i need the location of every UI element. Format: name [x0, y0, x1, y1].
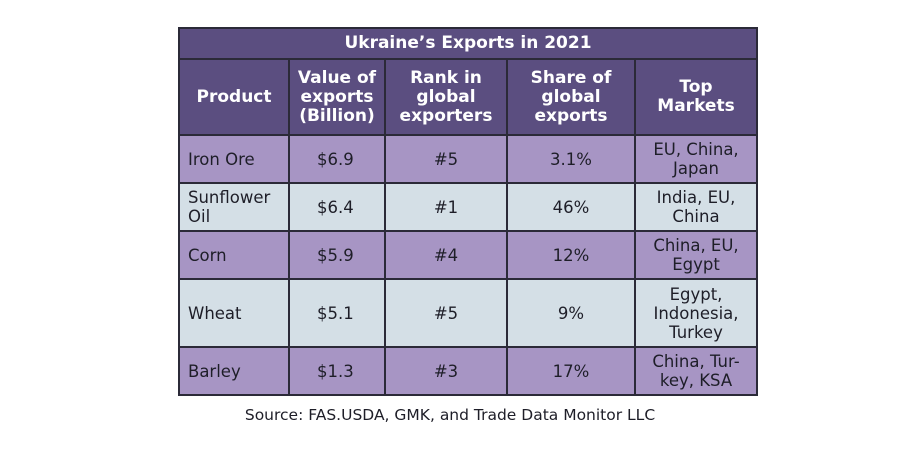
- header-rank-label: Rank in global exporters: [399, 67, 493, 126]
- markets-text: India, EU, China: [656, 188, 736, 226]
- value-cell: $5.9: [288, 230, 386, 280]
- rank-cell: #4: [384, 230, 508, 280]
- table-row: Sunflower Oil $6.4 #1 46% India, EU, Chi…: [178, 182, 758, 232]
- header-product-label: Product: [196, 86, 272, 107]
- table-title: Ukraine’s Exports in 2021: [178, 27, 758, 60]
- markets-text: EU, China, Japan: [653, 140, 739, 178]
- header-share: Share of global exports: [506, 58, 636, 136]
- value-cell: $5.1: [288, 278, 386, 348]
- value-cell: $6.4: [288, 182, 386, 232]
- product-cell: Wheat: [178, 278, 290, 348]
- header-product: Product: [178, 58, 290, 136]
- header-value-label: Value of exports (Billion): [297, 67, 377, 126]
- rank-cell: #5: [384, 134, 508, 184]
- header-rank: Rank in global exporters: [384, 58, 508, 136]
- source-caption: Source: FAS.USDA, GMK, and Trade Data Mo…: [244, 406, 656, 424]
- share-cell: 17%: [506, 346, 636, 396]
- markets-cell: China, Tur-key, KSA: [634, 346, 758, 396]
- markets-cell: India, EU, China: [634, 182, 758, 232]
- value-cell: $6.9: [288, 134, 386, 184]
- product-cell: Iron Ore: [178, 134, 290, 184]
- markets-text: China, EU, Egypt: [653, 236, 739, 274]
- rank-cell: #5: [384, 278, 508, 348]
- header-markets-label: Top Markets: [657, 77, 735, 116]
- exports-table: Ukraine’s Exports in 2021 Product Value …: [178, 27, 758, 396]
- markets-text: China, Tur-key, KSA: [652, 352, 740, 390]
- product-text: Sunflower Oil: [188, 188, 271, 226]
- share-cell: 9%: [506, 278, 636, 348]
- table-row: Iron Ore $6.9 #5 3.1% EU, China, Japan: [178, 134, 758, 184]
- table-row: Corn $5.9 #4 12% China, EU, Egypt: [178, 230, 758, 280]
- product-cell: Corn: [178, 230, 290, 280]
- markets-cell: Egypt, Indonesia, Turkey: [634, 278, 758, 348]
- header-share-label: Share of global exports: [530, 67, 612, 126]
- markets-cell: EU, China, Japan: [634, 134, 758, 184]
- header-markets: Top Markets: [634, 58, 758, 136]
- markets-cell: China, EU, Egypt: [634, 230, 758, 280]
- rank-cell: #3: [384, 346, 508, 396]
- rank-cell: #1: [384, 182, 508, 232]
- value-cell: $1.3: [288, 346, 386, 396]
- share-cell: 3.1%: [506, 134, 636, 184]
- table-row: Wheat $5.1 #5 9% Egypt, Indonesia, Turke…: [178, 278, 758, 348]
- table-row: Barley $1.3 #3 17% China, Tur-key, KSA: [178, 346, 758, 396]
- title-row: Ukraine’s Exports in 2021: [178, 27, 758, 60]
- header-row: Product Value of exports (Billion) Rank …: [178, 58, 758, 136]
- exports-table-container: Ukraine’s Exports in 2021 Product Value …: [178, 27, 758, 396]
- product-cell: Barley: [178, 346, 290, 396]
- markets-text: Egypt, Indonesia, Turkey: [653, 284, 739, 342]
- share-cell: 12%: [506, 230, 636, 280]
- share-cell: 46%: [506, 182, 636, 232]
- product-cell: Sunflower Oil: [178, 182, 290, 232]
- header-value: Value of exports (Billion): [288, 58, 386, 136]
